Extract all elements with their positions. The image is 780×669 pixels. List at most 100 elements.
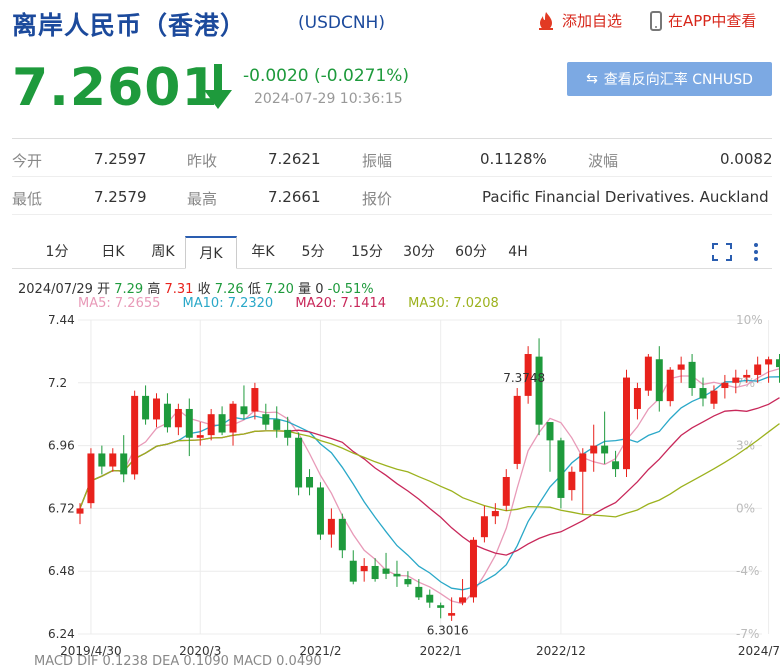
candle-body xyxy=(688,361,696,389)
tab-year-k[interactable]: 年K xyxy=(251,244,275,260)
stat-value: 0.0082 xyxy=(720,150,773,168)
add-watchlist-button[interactable]: 添加自选 xyxy=(536,10,622,31)
stat-label: 报价 xyxy=(362,190,393,208)
ohlc-info: 2024/07/29 开 7.29 高 7.31 收 7.26 低 7.20 量… xyxy=(18,278,374,297)
candle-body xyxy=(273,419,281,430)
candle-body xyxy=(546,422,554,441)
candle-body xyxy=(710,390,718,404)
candle-body xyxy=(327,518,335,535)
high-label: 高 xyxy=(147,282,161,297)
candle-body xyxy=(655,359,663,402)
candle-body xyxy=(426,594,434,603)
pct-tick-label: 0% xyxy=(736,501,755,515)
stat-value: 7.2579 xyxy=(94,188,147,206)
candle-body xyxy=(677,364,685,370)
pct-tick-label: 7% xyxy=(736,376,755,390)
ma30-line xyxy=(79,423,780,518)
stat-value: 7.2621 xyxy=(268,150,321,168)
low-annotation: 6.3016 xyxy=(427,623,469,637)
candle-body xyxy=(87,453,95,504)
candle-body xyxy=(207,414,215,436)
more-options-icon[interactable] xyxy=(752,242,760,262)
tab-day-k[interactable]: 日K xyxy=(101,244,125,260)
candle-body xyxy=(360,565,368,572)
candle-body xyxy=(491,511,499,517)
candle-body xyxy=(240,406,248,415)
symbol-code: (USDCNH) xyxy=(298,13,385,33)
low-value: 7.20 xyxy=(264,282,294,297)
candle-body xyxy=(557,440,565,498)
candle-body xyxy=(393,573,401,577)
tab-week-k[interactable]: 周K xyxy=(151,244,175,260)
x-tick-label: 2022/1 xyxy=(420,644,462,658)
tab-15min[interactable]: 15分 xyxy=(351,244,383,260)
candle-body xyxy=(513,395,521,464)
x-tick-label: 2024/7/29 xyxy=(738,644,780,658)
tab-1min[interactable]: 1分 xyxy=(45,244,69,260)
candle-body xyxy=(120,453,128,475)
down-arrow-icon xyxy=(204,64,232,109)
candle-body xyxy=(338,518,346,551)
x-tick-label: 2022/12 xyxy=(536,644,586,658)
candle-body xyxy=(623,377,630,470)
candle-body xyxy=(415,586,423,598)
close-label: 收 xyxy=(197,282,211,297)
high-value: 7.31 xyxy=(164,282,194,297)
phone-icon xyxy=(650,10,662,31)
reverse-rate-button[interactable]: ⇆ 查看反向汇率 CNHUSD xyxy=(567,62,772,96)
view-in-app-button[interactable]: 在APP中查看 xyxy=(650,10,756,31)
candle-body xyxy=(568,471,576,491)
tab-30min[interactable]: 30分 xyxy=(403,244,435,260)
divider xyxy=(12,176,772,177)
y-tick-label: 6.48 xyxy=(48,564,75,578)
candle-body xyxy=(131,395,139,475)
volume-label: 量 xyxy=(298,282,312,297)
candle-body xyxy=(754,364,762,375)
divider xyxy=(12,138,772,139)
candle-body xyxy=(371,565,379,580)
candle-body xyxy=(185,408,193,438)
ma10-line xyxy=(79,376,780,591)
candle-body xyxy=(480,516,488,538)
candle-body xyxy=(743,374,751,378)
y-tick-label: 6.72 xyxy=(48,501,75,515)
quote-source: Pacific Financial Derivatives. Auckland xyxy=(482,188,769,206)
candle-body xyxy=(612,461,620,470)
candle-body xyxy=(153,398,161,420)
fullscreen-icon[interactable] xyxy=(711,242,733,262)
candle-body xyxy=(579,453,587,472)
stat-label: 振幅 xyxy=(362,152,393,170)
price-change: -0.0020 (-0.0271%) xyxy=(243,66,410,86)
ma10-legend: MA10: 7.2320 xyxy=(182,296,274,311)
tab-60min[interactable]: 60分 xyxy=(455,244,487,260)
ma20-line xyxy=(79,397,780,556)
period-tabs: 1分 日K 周K 月K 年K 5分 15分 30分 60分 4H xyxy=(12,236,772,269)
candle-body xyxy=(142,395,150,420)
stat-label: 最低 xyxy=(12,190,43,208)
candle-body xyxy=(633,388,641,409)
candle-body xyxy=(644,356,652,391)
stat-label: 最高 xyxy=(187,190,218,208)
stat-value: 0.1128% xyxy=(480,150,547,168)
candle-body xyxy=(666,369,674,402)
ma5-legend: MA5: 7.2655 xyxy=(78,296,161,311)
candle-body xyxy=(295,437,303,488)
volume-value: 0 xyxy=(315,282,324,297)
pct-change: -0.51% xyxy=(327,282,374,297)
stat-value: 7.2661 xyxy=(268,188,321,206)
tab-5min[interactable]: 5分 xyxy=(301,244,325,260)
candle-body xyxy=(109,453,117,467)
candle-body xyxy=(349,560,357,582)
page-title: 离岸人民币（香港） xyxy=(12,11,247,40)
tab-month-k[interactable]: 月K xyxy=(185,236,237,269)
stat-value: 7.2597 xyxy=(94,150,147,168)
tab-4h[interactable]: 4H xyxy=(508,244,528,260)
stat-label: 波幅 xyxy=(588,152,619,170)
candle-body xyxy=(76,508,84,514)
candle-body xyxy=(262,414,270,425)
candle-body xyxy=(284,429,292,438)
reverse-rate-label: 查看反向汇率 CNHUSD xyxy=(603,72,753,88)
candle-body xyxy=(699,388,707,399)
candle-body xyxy=(502,477,510,506)
pct-tick-label: -7% xyxy=(736,627,759,641)
